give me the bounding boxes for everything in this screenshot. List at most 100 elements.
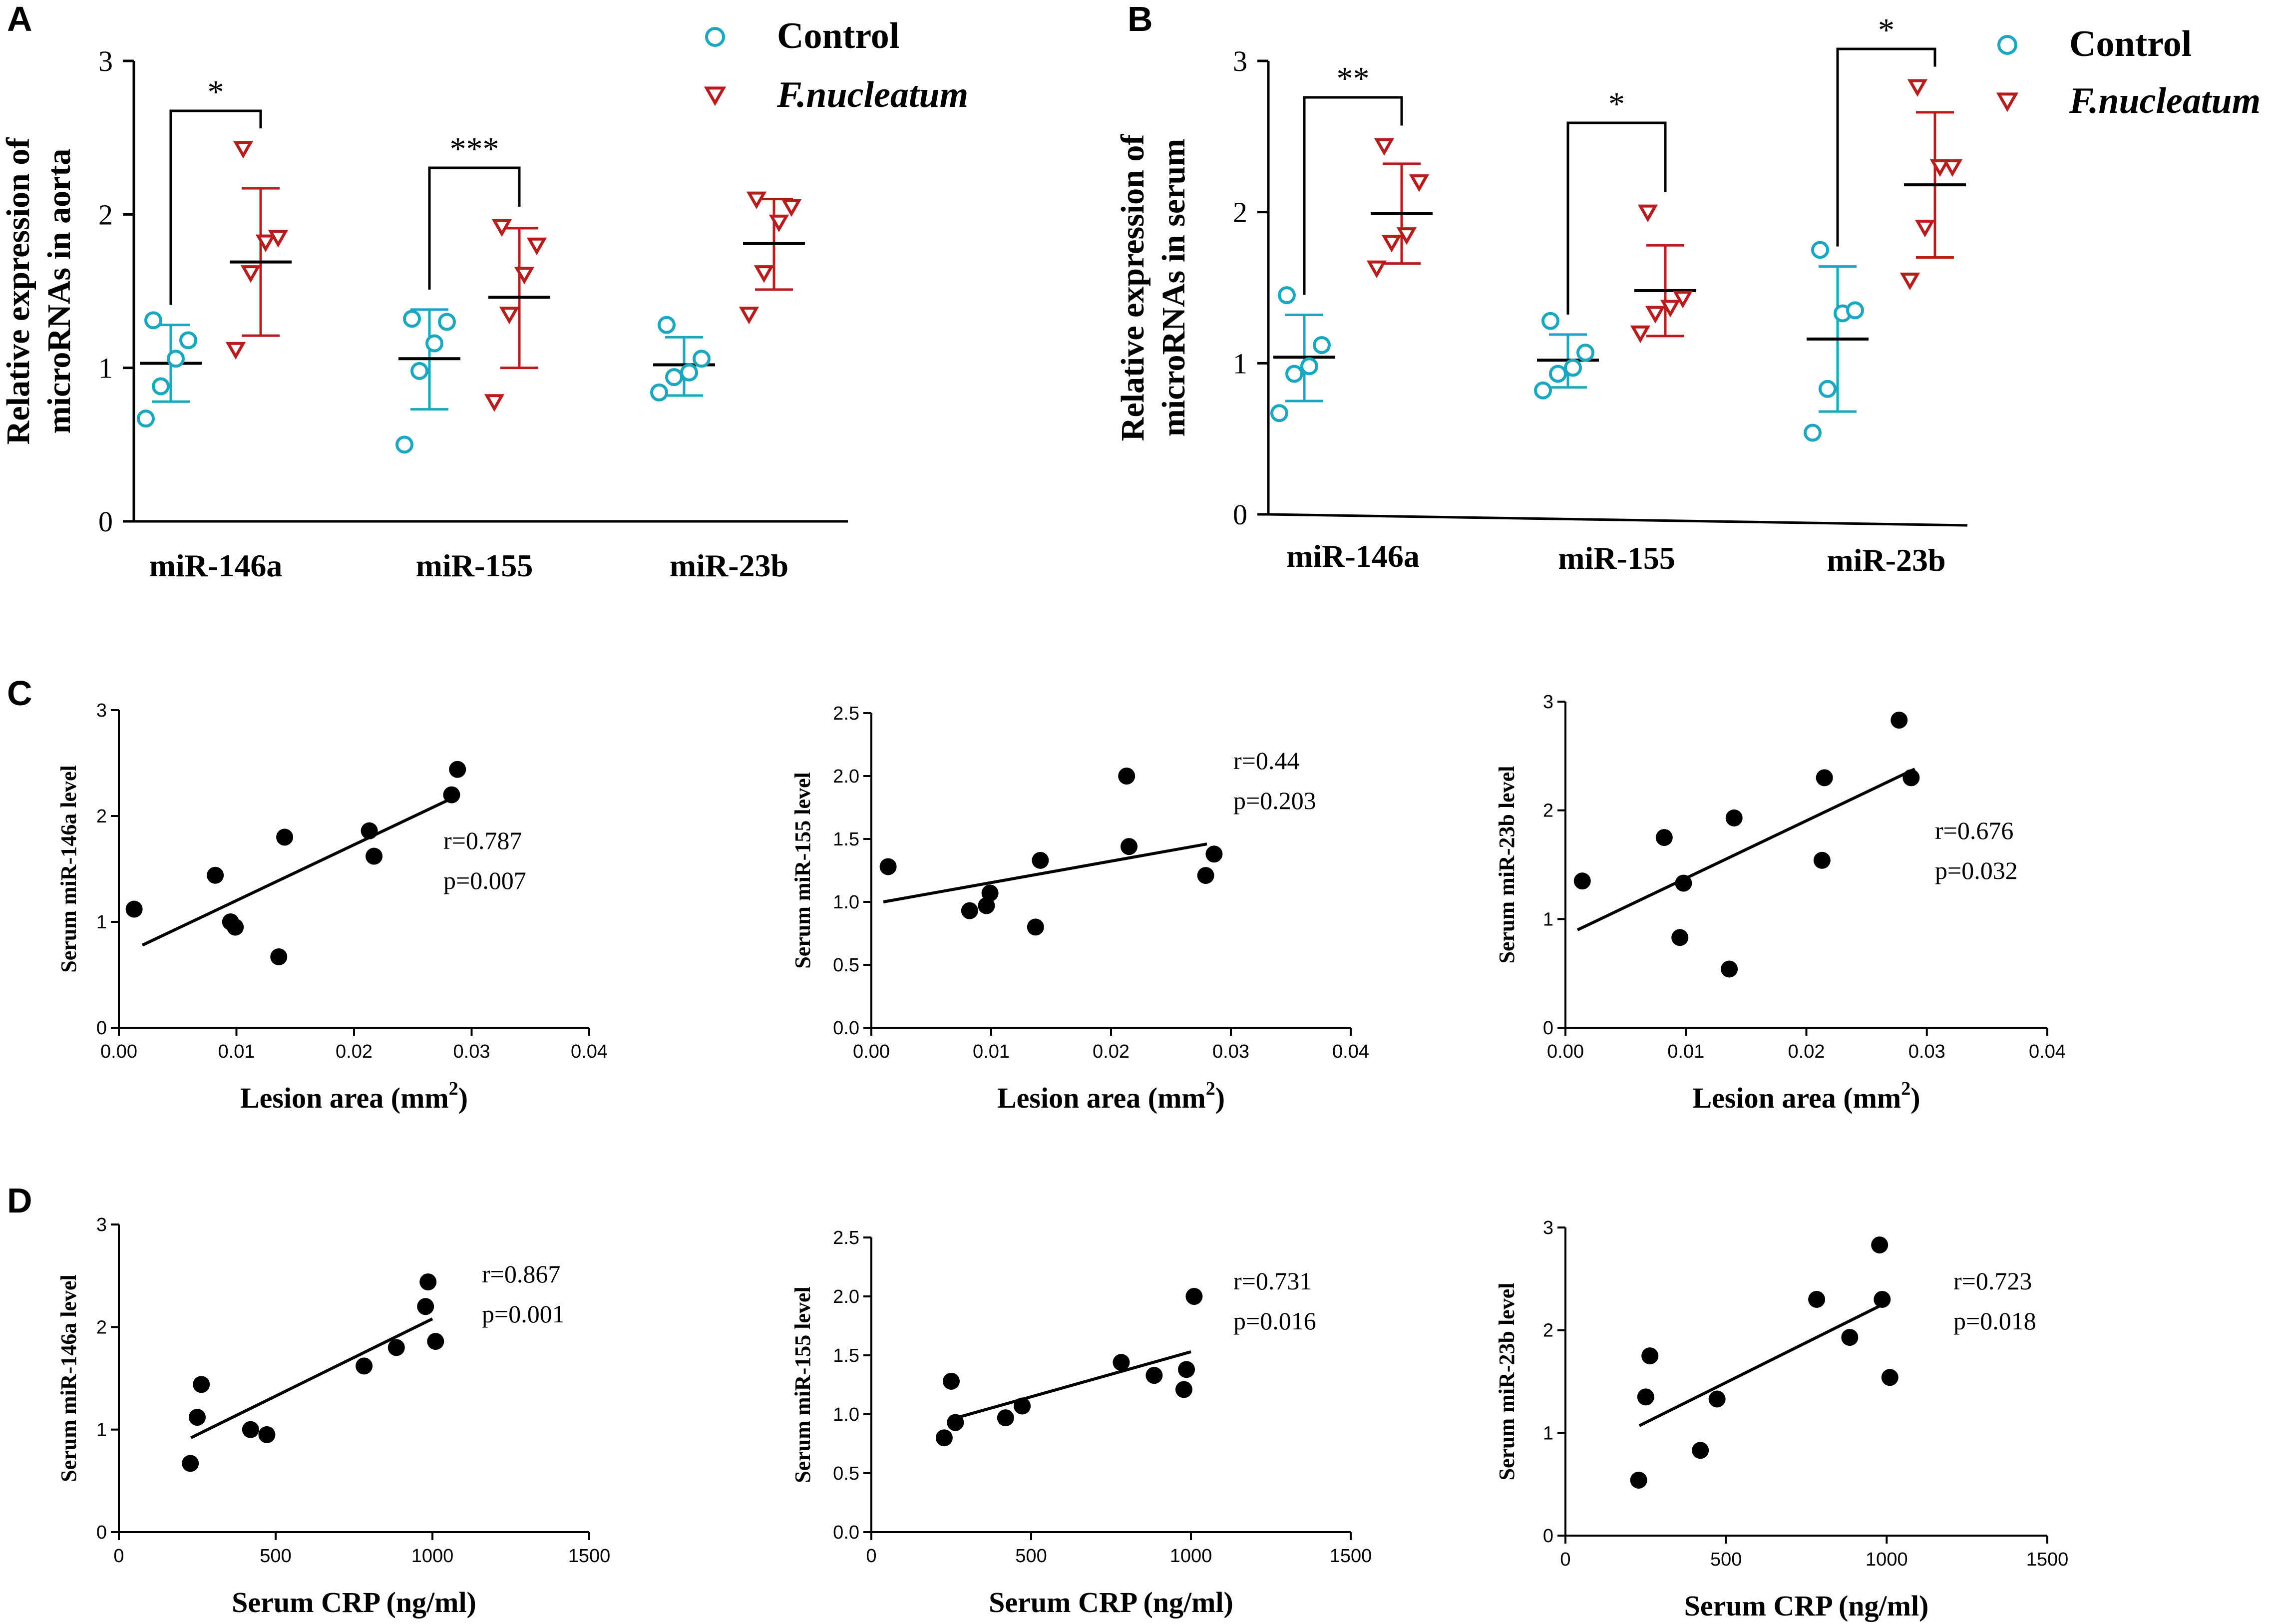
panel-label-b: B xyxy=(1128,0,1153,38)
control-point xyxy=(1300,357,1318,376)
x-axis xyxy=(1268,513,1968,527)
panel-a: 0 1 2 3 Relative expression of microRNAs in a… xyxy=(0,15,968,583)
y-axis-label: Serum miR-155 level xyxy=(790,1286,815,1483)
y-tick-label: 3 xyxy=(1543,1218,1553,1238)
x-tick-label: 0.04 xyxy=(1332,1041,1369,1062)
x-category-label: miR-23b xyxy=(1827,542,1945,578)
y-tick-label: 1.0 xyxy=(833,892,859,913)
x-tick-label: 1500 xyxy=(568,1546,611,1567)
panel-d3: 0 1 2 3 0 500 1000 1500 Serum CRP (ng/ml) Serum m… xyxy=(1495,1218,2068,1622)
panel-label-a: A xyxy=(7,0,32,38)
fn-point xyxy=(255,234,276,252)
fn-point xyxy=(1660,300,1681,318)
control-point xyxy=(665,368,683,387)
legend-fn-marker xyxy=(704,86,727,106)
data-point xyxy=(943,1372,960,1390)
data-point xyxy=(417,1298,434,1315)
fn-point xyxy=(739,307,759,325)
x-axis-label: Serum CRP (ng/ml) xyxy=(232,1586,476,1619)
y-axis-label-line: Relative expression of xyxy=(0,137,36,445)
stat-r: r=0.867 xyxy=(482,1260,560,1288)
legend-control-marker xyxy=(705,27,725,47)
significance-stars: *** xyxy=(450,131,499,167)
x-category-label: miR-155 xyxy=(416,548,533,583)
fn-point xyxy=(225,342,246,360)
significance-stars: * xyxy=(208,74,224,110)
x-tick-label: 1500 xyxy=(1330,1546,1372,1567)
data-point xyxy=(1573,872,1591,890)
y-axis-label-line: microRNAs in aorta xyxy=(41,149,77,434)
stat-p: p=0.007 xyxy=(443,866,526,894)
data-point xyxy=(1813,851,1831,869)
y-tick-label: 2 xyxy=(1233,196,1247,229)
stat-p: p=0.032 xyxy=(1935,856,2018,884)
data-point xyxy=(1808,1290,1826,1308)
control-point xyxy=(137,409,155,428)
data-point xyxy=(270,948,288,965)
y-tick-label: 1 xyxy=(1543,1423,1553,1444)
control-point xyxy=(1819,380,1837,398)
y-tick-label: 2 xyxy=(1543,1320,1553,1341)
data-point xyxy=(1032,851,1049,869)
y-tick-label: 2 xyxy=(1543,801,1553,821)
x-tick-label: 0.04 xyxy=(2029,1041,2066,1062)
x-tick-label: 0.02 xyxy=(1093,1041,1130,1062)
x-tick-label: 0.02 xyxy=(1788,1041,1825,1062)
y-tick-label: 3 xyxy=(1543,692,1553,713)
data-point xyxy=(189,1409,206,1426)
data-point xyxy=(449,761,466,778)
control-point xyxy=(1278,286,1296,305)
x-tick-label: 500 xyxy=(260,1546,291,1567)
fn-point xyxy=(1899,272,1920,291)
y-axis-label: Serum miR-146a level xyxy=(56,765,81,972)
data-point xyxy=(193,1376,210,1393)
x-category-label: miR-23b xyxy=(670,548,788,583)
x-tick-label: 0 xyxy=(866,1546,876,1567)
x-axis-label: Serum CRP (ng/ml) xyxy=(989,1586,1233,1619)
x-tick-label: 0.03 xyxy=(1212,1041,1249,1062)
x-tick-label: 0.01 xyxy=(218,1041,255,1062)
data-point xyxy=(387,1339,405,1356)
x-axis-label-end: ) xyxy=(1910,1082,1920,1114)
y-axis-label-line: Relative expression of xyxy=(1115,134,1151,441)
significance-bracket xyxy=(428,166,521,290)
data-point xyxy=(981,884,999,902)
x-tick-label: 0.00 xyxy=(853,1041,890,1062)
x-tick-label: 0.03 xyxy=(1908,1041,1945,1062)
group-mir-146a: miR-146a ** xyxy=(1270,60,1433,574)
regression-line xyxy=(141,799,449,947)
data-point xyxy=(1185,1288,1203,1305)
panel-label-d: D xyxy=(7,1181,32,1220)
fn-point xyxy=(746,191,767,209)
control-point xyxy=(167,350,185,368)
group-mir-155: miR-155 *** xyxy=(395,131,550,583)
data-point xyxy=(182,1455,199,1472)
y-axis-label: Relative expression of microRNAs in serum xyxy=(1115,134,1192,441)
control-point xyxy=(1313,336,1331,355)
y-tick-label: 2 xyxy=(96,1317,107,1338)
x-tick-label: 1000 xyxy=(1170,1546,1212,1567)
x-axis-label-sup: 2 xyxy=(1206,1078,1215,1099)
data-point xyxy=(1197,867,1214,884)
regression-line xyxy=(190,1317,433,1439)
legend-control-marker xyxy=(1997,35,2017,55)
data-point xyxy=(1841,1329,1859,1346)
data-point xyxy=(427,1333,444,1350)
fn-point xyxy=(499,307,520,325)
stat-r: r=0.723 xyxy=(1953,1267,2032,1295)
data-point xyxy=(227,918,244,936)
legend-control-label: Control xyxy=(777,15,899,56)
legend-control-label: Control xyxy=(2069,23,2192,64)
data-point xyxy=(356,1357,373,1375)
y-tick-label: 1 xyxy=(98,352,113,385)
x-tick-label: 500 xyxy=(1015,1546,1047,1567)
significance-stars: * xyxy=(1608,86,1625,122)
control-point xyxy=(1804,423,1822,442)
fn-point xyxy=(233,141,254,159)
control-point xyxy=(1270,404,1288,422)
fn-point xyxy=(1929,159,1950,177)
x-tick-label: 0.00 xyxy=(1547,1041,1584,1062)
data-point xyxy=(1816,769,1833,787)
y-tick-label: 2.5 xyxy=(833,703,859,724)
data-point xyxy=(1655,829,1673,846)
